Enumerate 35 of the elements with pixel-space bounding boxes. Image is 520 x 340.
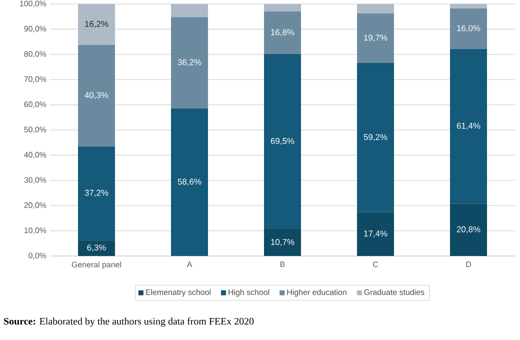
data-label: 59,2% [364, 134, 388, 142]
bar [264, 12, 302, 54]
bar [171, 4, 208, 18]
bar [357, 4, 394, 14]
data-label: 20,8% [456, 226, 480, 234]
bar [171, 17, 208, 108]
data-label: 16,2% [85, 20, 108, 28]
data-label: 37,2% [84, 190, 108, 197]
bar [450, 8, 488, 49]
bar [78, 44, 115, 146]
bar [78, 240, 115, 256]
data-label: 36,2% [178, 59, 202, 66]
bar [450, 4, 488, 9]
bar [171, 108, 208, 256]
bar [357, 212, 394, 256]
bar [357, 62, 394, 212]
bar [78, 4, 115, 45]
bar [264, 54, 302, 230]
text: Source: Elaborated by the authors using data from FEEx 2020 [4, 318, 254, 327]
data-label: 69,5% [270, 138, 294, 145]
data-label: 40,3% [84, 92, 108, 100]
bar [450, 48, 488, 204]
data-label: 10,7% [271, 239, 294, 246]
data-label: 6,3% [87, 244, 106, 252]
data-label: 17,4% [364, 230, 388, 238]
data-label: 19,7% [364, 34, 388, 42]
bar [357, 13, 394, 63]
bar [450, 204, 488, 256]
data-label: 58,6% [178, 178, 202, 186]
data-label: 16,8% [271, 29, 294, 36]
bar [78, 146, 115, 240]
bar [264, 229, 302, 256]
bar [264, 4, 302, 12]
data-label: 16,0% [457, 25, 480, 32]
data-label: 61,4% [456, 122, 480, 130]
